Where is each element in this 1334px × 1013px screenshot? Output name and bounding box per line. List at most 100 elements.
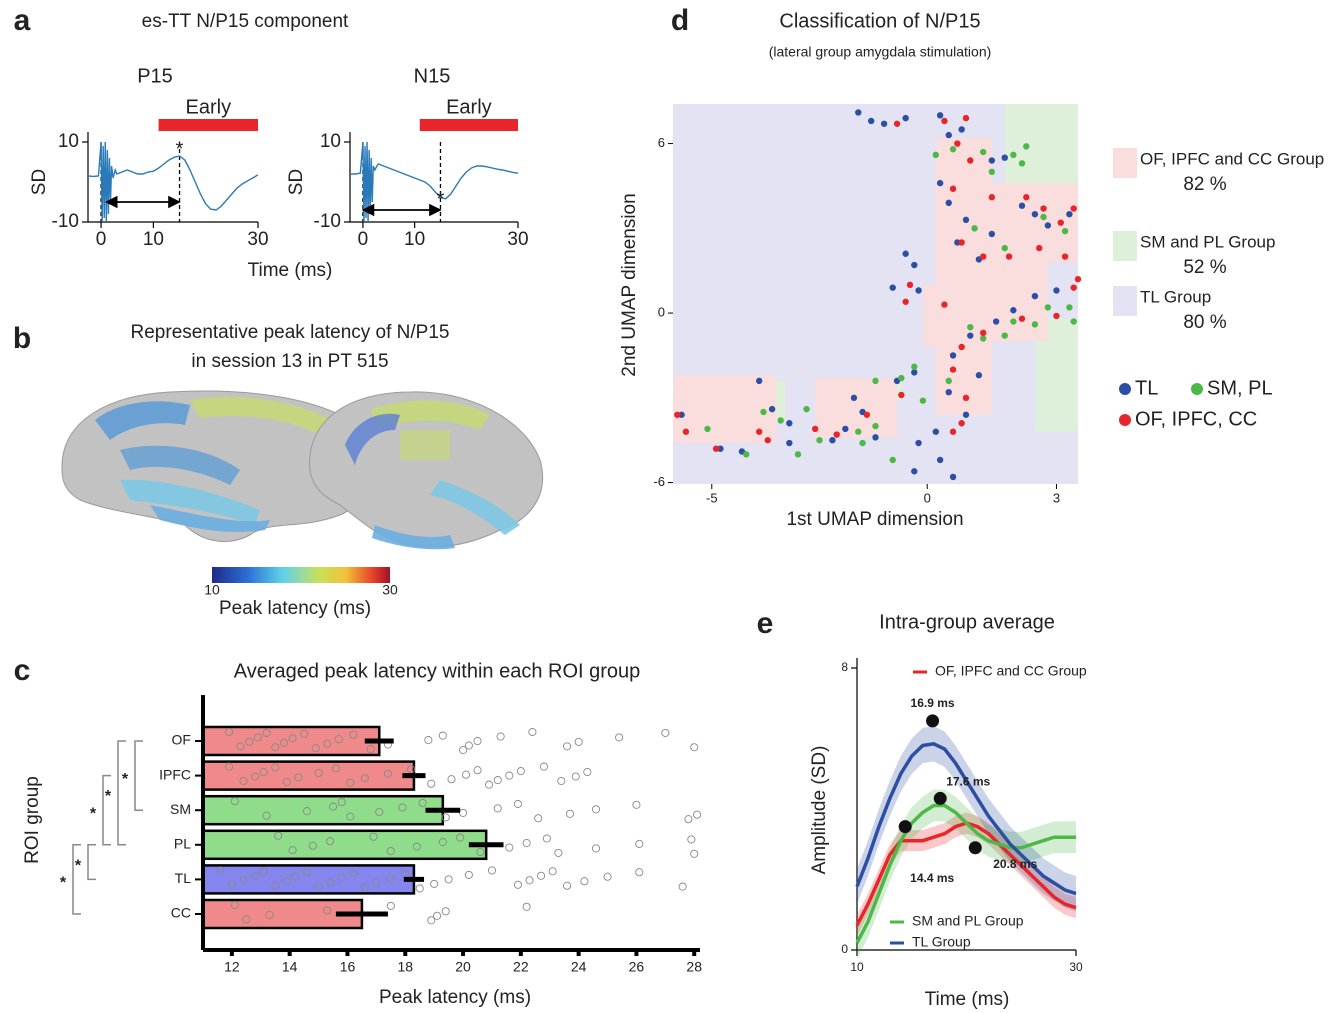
peak-dot	[898, 820, 912, 834]
data-point	[1074, 275, 1082, 283]
data-point	[1005, 253, 1013, 260]
class-region	[935, 137, 992, 415]
data-point	[777, 417, 784, 424]
data-point	[1010, 318, 1017, 325]
data-point	[441, 907, 450, 916]
data-point	[678, 882, 687, 891]
data-point	[487, 866, 497, 875]
data-point	[945, 377, 952, 385]
window-bar	[158, 119, 258, 131]
legend-label: SM and PL Group	[912, 913, 1024, 929]
data-point	[279, 738, 288, 747]
significance-bracket	[117, 740, 126, 846]
y-tick-label: SM	[170, 801, 191, 817]
y-tick-label: CC	[171, 905, 191, 921]
data-point	[250, 871, 260, 880]
data-point	[262, 728, 271, 737]
legend-label: SM and PL Group	[1140, 232, 1275, 251]
bar	[201, 760, 416, 791]
data-point	[786, 439, 793, 447]
data-point	[902, 114, 909, 122]
x-tick-label: 24	[571, 959, 587, 975]
data-point	[259, 767, 268, 777]
data-point	[346, 812, 355, 821]
data-point	[456, 833, 465, 842]
data-point	[949, 146, 957, 153]
significance-label: *	[60, 875, 67, 892]
data-point	[230, 900, 239, 910]
y-tick-label: IPFC	[159, 766, 191, 782]
data-point	[743, 451, 750, 458]
data-point	[1031, 210, 1039, 218]
legend-swatch	[1113, 148, 1137, 178]
data-point	[911, 363, 918, 370]
data-point	[565, 809, 575, 818]
legend-label: OF, IPFC, CC	[1135, 408, 1257, 430]
data-point	[635, 839, 644, 848]
data-point	[693, 810, 702, 819]
data-point	[962, 411, 970, 418]
data-point	[764, 437, 771, 444]
x-axis-label: Peak latency (ms)	[379, 987, 531, 1008]
data-point	[485, 780, 494, 789]
legend-label: OF, IPFC and CC Group	[935, 663, 1087, 679]
data-point	[441, 813, 450, 822]
data-point	[980, 253, 987, 260]
data-point	[915, 287, 922, 294]
panel-label: b	[13, 322, 31, 355]
confidence-band	[857, 812, 1076, 936]
y-axis-label: ROI group	[22, 776, 43, 864]
class-region	[815, 378, 898, 438]
data-point	[1066, 304, 1073, 311]
x-tick-label: 12	[224, 959, 240, 975]
x-tick-label: 10	[850, 960, 864, 974]
x-axis-label: Time (ms)	[925, 989, 1010, 1010]
colorbar-tick-label: 30	[382, 582, 398, 598]
data-point	[522, 902, 531, 911]
data-point	[580, 877, 589, 886]
data-point	[1061, 227, 1069, 235]
data-point	[603, 872, 612, 881]
data-point	[438, 731, 447, 740]
y-axis-label: SD	[286, 169, 307, 195]
data-point	[988, 157, 996, 164]
y-tick-label: TL	[175, 870, 192, 886]
data-point	[1031, 321, 1039, 328]
y-tick-label: OF	[172, 732, 191, 748]
data-point	[1044, 222, 1052, 229]
data-point	[314, 768, 323, 777]
data-point	[1010, 151, 1017, 159]
data-point	[687, 835, 696, 844]
data-point	[915, 439, 922, 447]
x-tick-label: 22	[513, 959, 529, 975]
line	[855, 803, 1076, 944]
annotation-label: 20.8 ms	[993, 857, 1037, 871]
data-point	[459, 808, 468, 817]
legend-swatch	[1119, 414, 1131, 426]
y-axis-label: Amplitude (SD)	[809, 746, 830, 875]
data-point	[427, 779, 436, 788]
data-point	[424, 736, 433, 745]
accuracy-label: 82 %	[1183, 174, 1226, 195]
x-tick-label: -5	[706, 490, 718, 505]
data-point	[294, 773, 303, 782]
data-point	[755, 428, 763, 435]
data-point	[326, 878, 335, 887]
data-point	[308, 841, 317, 850]
data-point	[889, 456, 896, 464]
data-point	[803, 405, 810, 413]
data-point	[571, 772, 580, 781]
legend-swatch	[1113, 286, 1137, 316]
x-tick-label: 10	[404, 229, 425, 250]
bar	[201, 794, 445, 826]
chart-title: Averaged peak latency within each ROI gr…	[234, 660, 641, 682]
data-point	[513, 880, 523, 889]
data-point	[539, 762, 549, 771]
data-point	[988, 230, 996, 238]
data-point	[557, 776, 566, 786]
data-point	[712, 445, 720, 452]
data-point	[988, 168, 996, 176]
data-point	[554, 848, 563, 857]
